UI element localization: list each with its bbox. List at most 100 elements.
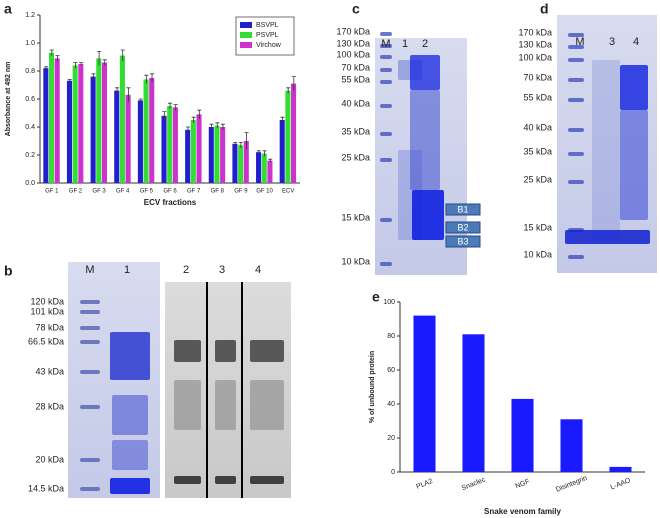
error-bar xyxy=(233,142,238,146)
marker-label: 55 kDa xyxy=(341,74,370,84)
x-tick-label: GF 4 xyxy=(116,189,130,195)
x-tick-label: L-AAO xyxy=(610,477,633,492)
gel-band xyxy=(568,128,584,132)
error-bar xyxy=(168,102,172,109)
band-box xyxy=(445,221,481,234)
gel-band xyxy=(250,476,284,484)
error-bar xyxy=(97,51,102,66)
lane-label: M xyxy=(575,36,584,48)
error-bar xyxy=(238,142,243,148)
x-tick-label: GF 1 xyxy=(45,189,59,195)
x-tick-label: NGF xyxy=(514,478,530,490)
gel-band xyxy=(412,190,444,240)
error-bar xyxy=(91,73,96,80)
gel-band xyxy=(592,60,620,240)
error-bar xyxy=(191,116,196,123)
gel-b-gray xyxy=(165,282,291,498)
x-tick-label: GF 3 xyxy=(92,189,106,195)
x-tick-label: Disintegrin xyxy=(555,475,588,494)
band-box xyxy=(445,235,481,248)
gel-band xyxy=(568,255,584,259)
x-tick-label: PLA2 xyxy=(415,478,434,491)
gel-band xyxy=(250,340,284,362)
legend-swatch xyxy=(240,22,252,28)
y-tick-label: 40 xyxy=(387,401,395,408)
bar xyxy=(196,114,202,183)
y-tick-label: 1.0 xyxy=(25,40,35,47)
gel-band xyxy=(380,218,392,222)
y-tick-label: 100 xyxy=(383,299,395,306)
lane-label: 1 xyxy=(402,38,408,50)
x-tick-label: GF 2 xyxy=(69,189,83,195)
marker-label: 66.5 kDa xyxy=(28,336,64,346)
marker-label: 120 kDa xyxy=(30,296,64,306)
gel-band xyxy=(568,33,584,37)
error-bar xyxy=(268,158,273,162)
x-axis-label: Snake venom family xyxy=(484,507,561,516)
marker-label: 35 kDa xyxy=(341,126,370,136)
error-bar xyxy=(185,126,190,133)
error-bar xyxy=(73,62,78,69)
bar xyxy=(101,62,107,183)
marker-label: 25 kDa xyxy=(341,152,370,162)
panel-letter: b xyxy=(4,263,13,279)
marker-label: 170 kDa xyxy=(336,26,370,36)
bar xyxy=(560,419,583,472)
y-axis-label: Absorbance at 492 nm xyxy=(5,62,12,137)
gel-band xyxy=(250,380,284,430)
marker-label: 55 kDa xyxy=(523,92,552,102)
gel-band xyxy=(215,380,236,430)
legend-swatch xyxy=(240,42,252,48)
error-bar xyxy=(102,59,107,66)
error-bar xyxy=(244,132,249,150)
gel-band xyxy=(80,340,100,344)
gel-band xyxy=(80,405,100,409)
bar xyxy=(185,129,191,183)
bar xyxy=(143,79,149,183)
gel-band xyxy=(380,262,392,266)
bar xyxy=(66,80,73,183)
marker-label: 40 kDa xyxy=(341,98,370,108)
gel-band xyxy=(80,370,100,374)
error-bar xyxy=(173,104,178,111)
x-tick-label: Snaclec xyxy=(461,476,487,492)
marker-label: 101 kDa xyxy=(30,306,64,316)
bar xyxy=(149,78,155,183)
gel-band xyxy=(380,104,392,108)
marker-label: 15 kDa xyxy=(341,212,370,222)
marker-label: 130 kDa xyxy=(518,39,552,49)
error-bar xyxy=(120,49,125,62)
gel-band xyxy=(80,300,100,304)
gel-band xyxy=(380,55,392,59)
bar xyxy=(48,52,55,183)
bar xyxy=(114,90,120,183)
bar xyxy=(462,334,485,472)
gel-band xyxy=(568,98,584,102)
gel-band xyxy=(80,326,100,330)
gel-band xyxy=(80,487,100,491)
bar xyxy=(208,127,214,183)
error-bar xyxy=(115,87,120,94)
error-bar xyxy=(138,98,143,102)
lane-label: M xyxy=(381,38,390,50)
panel-letter: d xyxy=(540,1,549,17)
gel-band xyxy=(620,110,648,220)
error-bar xyxy=(209,123,214,130)
gel-band xyxy=(174,476,201,484)
error-bar xyxy=(162,111,167,120)
error-bar xyxy=(280,116,285,123)
gel-band xyxy=(380,32,392,36)
y-tick-label: 0 xyxy=(391,469,395,476)
gel-band xyxy=(112,395,148,435)
lane-label: 3 xyxy=(609,36,615,48)
bar xyxy=(167,106,173,183)
legend-label: BSVPL xyxy=(256,22,279,29)
x-tick-label: GF 8 xyxy=(211,189,225,195)
error-bar xyxy=(144,74,149,84)
bar xyxy=(96,58,102,183)
x-tick-label: GF 7 xyxy=(187,189,201,195)
gel-band xyxy=(380,68,392,72)
bar xyxy=(72,65,78,183)
x-tick-label: GF 10 xyxy=(256,189,273,195)
